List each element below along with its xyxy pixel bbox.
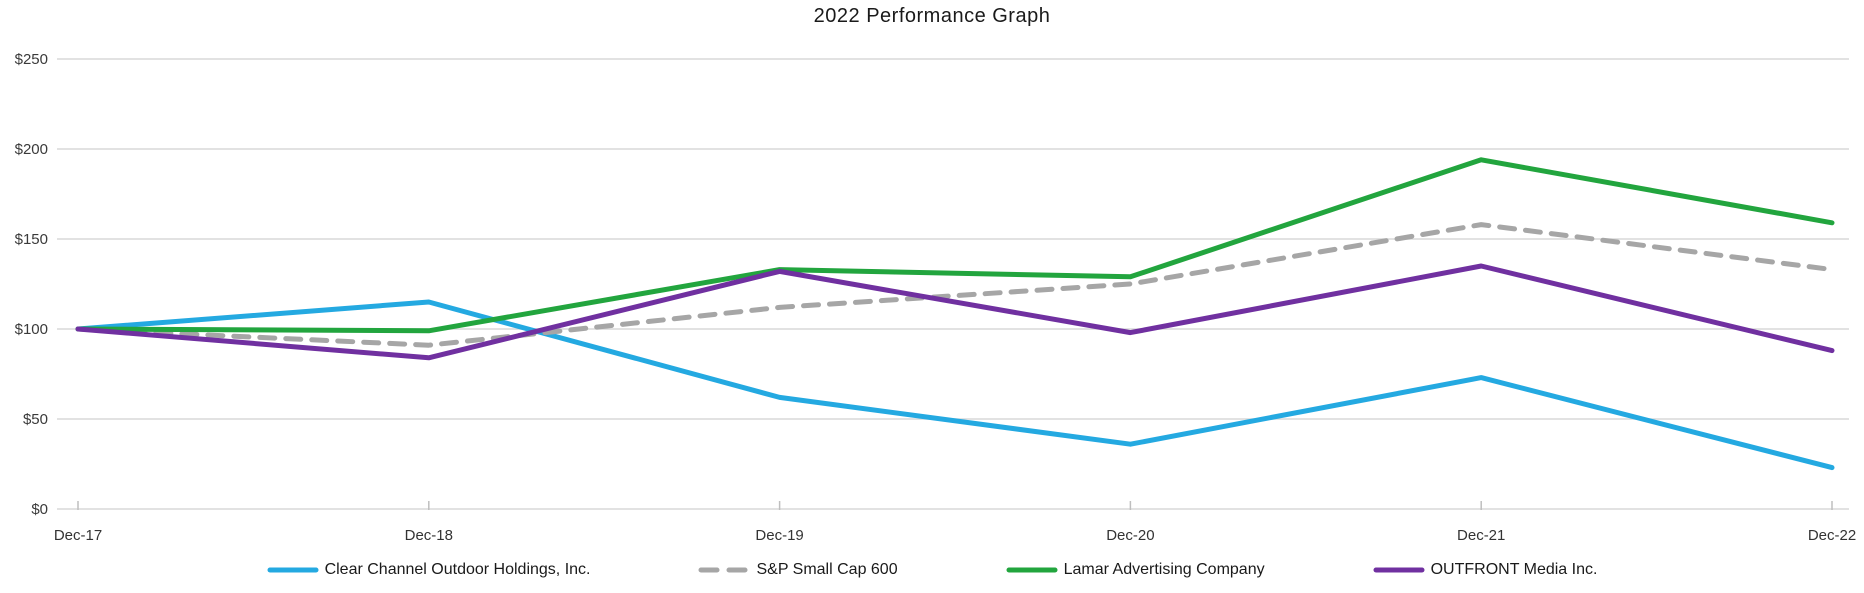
x-axis-tick-label: Dec-18 — [405, 527, 453, 544]
x-axis-tick-label: Dec-20 — [1106, 527, 1154, 544]
y-axis-tick-label: $100 — [15, 321, 48, 338]
legend-label-sp-small-cap-600: S&P Small Cap 600 — [756, 561, 898, 578]
y-axis-tick-label: $200 — [15, 141, 48, 158]
legend-marker-clear-channel — [267, 567, 319, 573]
gridlines — [57, 58, 1849, 510]
legend-label-clear-channel: Clear Channel Outdoor Holdings, Inc. — [324, 561, 591, 578]
legend-item-clear-channel: Clear Channel Outdoor Holdings, Inc. — [267, 561, 591, 579]
x-axis-tick-label: Dec-21 — [1457, 527, 1505, 544]
series-line — [75, 299, 1835, 471]
legend-item-lamar: Lamar Advertising Company — [1006, 561, 1265, 579]
series-line — [75, 263, 1835, 361]
legend-marker-sp-small-cap-600 — [698, 567, 750, 573]
legend-label-lamar: Lamar Advertising Company — [1063, 561, 1265, 578]
x-axis-labels: Dec-17 Dec-18 Dec-19 Dec-20 Dec-21 Dec-22 — [54, 527, 1856, 544]
x-axis-ticks — [77, 501, 1833, 510]
legend-marker-lamar — [1006, 567, 1058, 573]
x-axis-tick-label: Dec-17 — [54, 527, 102, 544]
y-axis-tick-label: $250 — [15, 51, 48, 68]
legend-item-outfront: OUTFRONT Media Inc. — [1373, 561, 1598, 579]
series-line — [75, 222, 1835, 348]
chart-title: 2022 Performance Graph — [813, 5, 1051, 27]
x-axis-tick-label: Dec-19 — [755, 527, 803, 544]
y-axis-tick-label: $150 — [15, 231, 48, 248]
series-lines — [75, 157, 1835, 471]
y-axis-tick-label: $50 — [23, 411, 48, 428]
y-axis-tick-label: $0 — [31, 501, 48, 518]
legend-item-sp-small-cap-600: S&P Small Cap 600 — [698, 561, 898, 579]
x-axis-tick-label: Dec-22 — [1808, 527, 1856, 544]
series-line — [75, 157, 1835, 334]
legend: Clear Channel Outdoor Holdings, Inc. S&P… — [0, 552, 1864, 588]
legend-label-outfront: OUTFRONT Media Inc. — [1430, 561, 1598, 578]
legend-marker-outfront — [1373, 567, 1425, 573]
y-axis-labels: $0 $50 $100 $150 $200 $250 — [15, 51, 48, 518]
